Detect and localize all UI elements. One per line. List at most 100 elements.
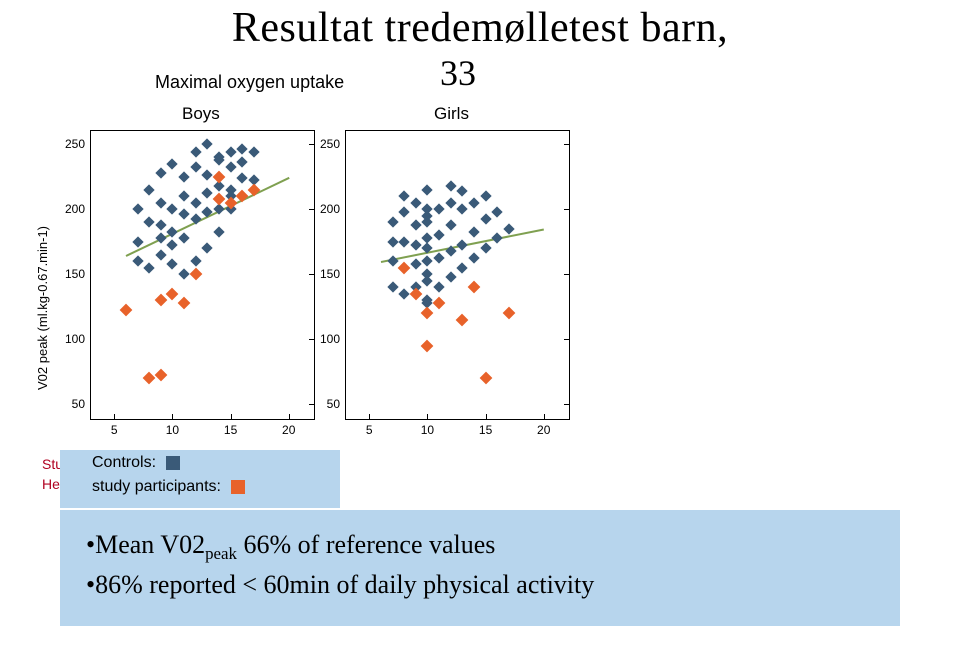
data-point-control: [132, 255, 143, 266]
x-tick-label: 15: [224, 423, 237, 437]
data-point-control: [190, 255, 201, 266]
data-point-control: [492, 206, 503, 217]
data-point-control: [387, 236, 398, 247]
data-point-control: [155, 167, 166, 178]
data-point-control: [143, 262, 154, 273]
x-tick-label: 5: [366, 423, 373, 437]
data-point-control: [445, 180, 456, 191]
data-point-control: [445, 197, 456, 208]
bullet1-pre: •Mean V02: [86, 530, 205, 559]
y-tick-mark: [564, 339, 569, 340]
data-point-control: [202, 242, 213, 253]
data-point-control: [457, 203, 468, 214]
data-point-control: [398, 236, 409, 247]
data-point-control: [190, 197, 201, 208]
data-point-case: [421, 307, 434, 320]
y-tick-mark: [309, 404, 314, 405]
x-tick-mark: [427, 414, 428, 419]
data-point-control: [422, 184, 433, 195]
y-tick-mark: [309, 339, 314, 340]
data-point-control: [178, 268, 189, 279]
y-tick-label: 250: [65, 137, 85, 151]
data-point-control: [155, 249, 166, 260]
data-point-control: [225, 146, 236, 157]
x-tick-mark: [114, 414, 115, 419]
data-point-control: [143, 216, 154, 227]
bullet1-post: 66% of reference values: [237, 530, 495, 559]
x-tick-mark: [231, 414, 232, 419]
chart-super-title: Maximal oxygen uptake: [155, 72, 344, 93]
data-point-control: [213, 227, 224, 238]
y-tick-mark: [309, 144, 314, 145]
legend-swatch-participants: [231, 480, 245, 494]
data-point-control: [457, 262, 468, 273]
data-point-control: [410, 240, 421, 251]
y-tick-label: 150: [320, 267, 340, 281]
y-tick-label: 100: [65, 332, 85, 346]
scatter-plot-boys: 501001502002505101520: [90, 130, 315, 420]
data-point-control: [155, 232, 166, 243]
data-point-control: [480, 214, 491, 225]
y-tick-label: 250: [320, 137, 340, 151]
y-tick-label: 50: [327, 397, 340, 411]
data-point-control: [190, 162, 201, 173]
x-tick-mark: [172, 414, 173, 419]
data-point-case: [154, 294, 167, 307]
data-point-control: [155, 197, 166, 208]
data-point-control: [248, 146, 259, 157]
data-point-control: [480, 242, 491, 253]
data-point-case: [398, 261, 411, 274]
data-point-control: [445, 219, 456, 230]
data-point-control: [398, 288, 409, 299]
data-point-control: [167, 258, 178, 269]
data-point-control: [468, 227, 479, 238]
data-point-control: [398, 190, 409, 201]
data-point-case: [154, 369, 167, 382]
data-point-control: [445, 271, 456, 282]
y-tick-mark: [309, 209, 314, 210]
legend-participants: study participants:: [92, 478, 245, 496]
scatter-plot-girls: 501001502002505101520: [345, 130, 570, 420]
data-point-control: [433, 203, 444, 214]
x-tick-label: 5: [111, 423, 118, 437]
data-point-control: [433, 281, 444, 292]
data-point-control: [468, 253, 479, 264]
legend-participants-label: study participants:: [92, 478, 221, 496]
data-point-control: [202, 188, 213, 199]
data-point-control: [492, 232, 503, 243]
page-title: Resultat tredemølletest barn,: [0, 4, 960, 52]
data-point-control: [178, 209, 189, 220]
x-tick-mark: [544, 414, 545, 419]
data-point-case: [236, 190, 249, 203]
data-point-case: [456, 313, 469, 326]
data-point-case: [247, 183, 260, 196]
data-point-case: [433, 296, 446, 309]
data-point-control: [167, 240, 178, 251]
data-point-control: [202, 206, 213, 217]
y-tick-label: 150: [65, 267, 85, 281]
data-point-control: [237, 157, 248, 168]
data-point-control: [132, 203, 143, 214]
x-tick-label: 20: [537, 423, 550, 437]
panel-label-boys: Boys: [182, 104, 220, 124]
data-point-control: [398, 206, 409, 217]
data-point-control: [237, 144, 248, 155]
legend-swatch-controls: [166, 456, 180, 470]
y-axis-label: V02 peak (ml.kg-0.67.min-1): [35, 226, 50, 390]
data-point-control: [422, 242, 433, 253]
legend-controls-label: Controls:: [92, 454, 156, 472]
x-tick-mark: [369, 414, 370, 419]
legend-controls: Controls:: [92, 454, 180, 472]
data-point-case: [189, 268, 202, 281]
data-point-control: [202, 170, 213, 181]
data-point-control: [225, 162, 236, 173]
y-tick-mark: [564, 144, 569, 145]
data-point-case: [468, 281, 481, 294]
y-tick-mark: [564, 274, 569, 275]
y-tick-label: 100: [320, 332, 340, 346]
data-point-control: [178, 232, 189, 243]
panel-label-girls: Girls: [434, 104, 469, 124]
x-tick-label: 10: [166, 423, 179, 437]
x-tick-mark: [486, 414, 487, 419]
data-point-control: [387, 255, 398, 266]
